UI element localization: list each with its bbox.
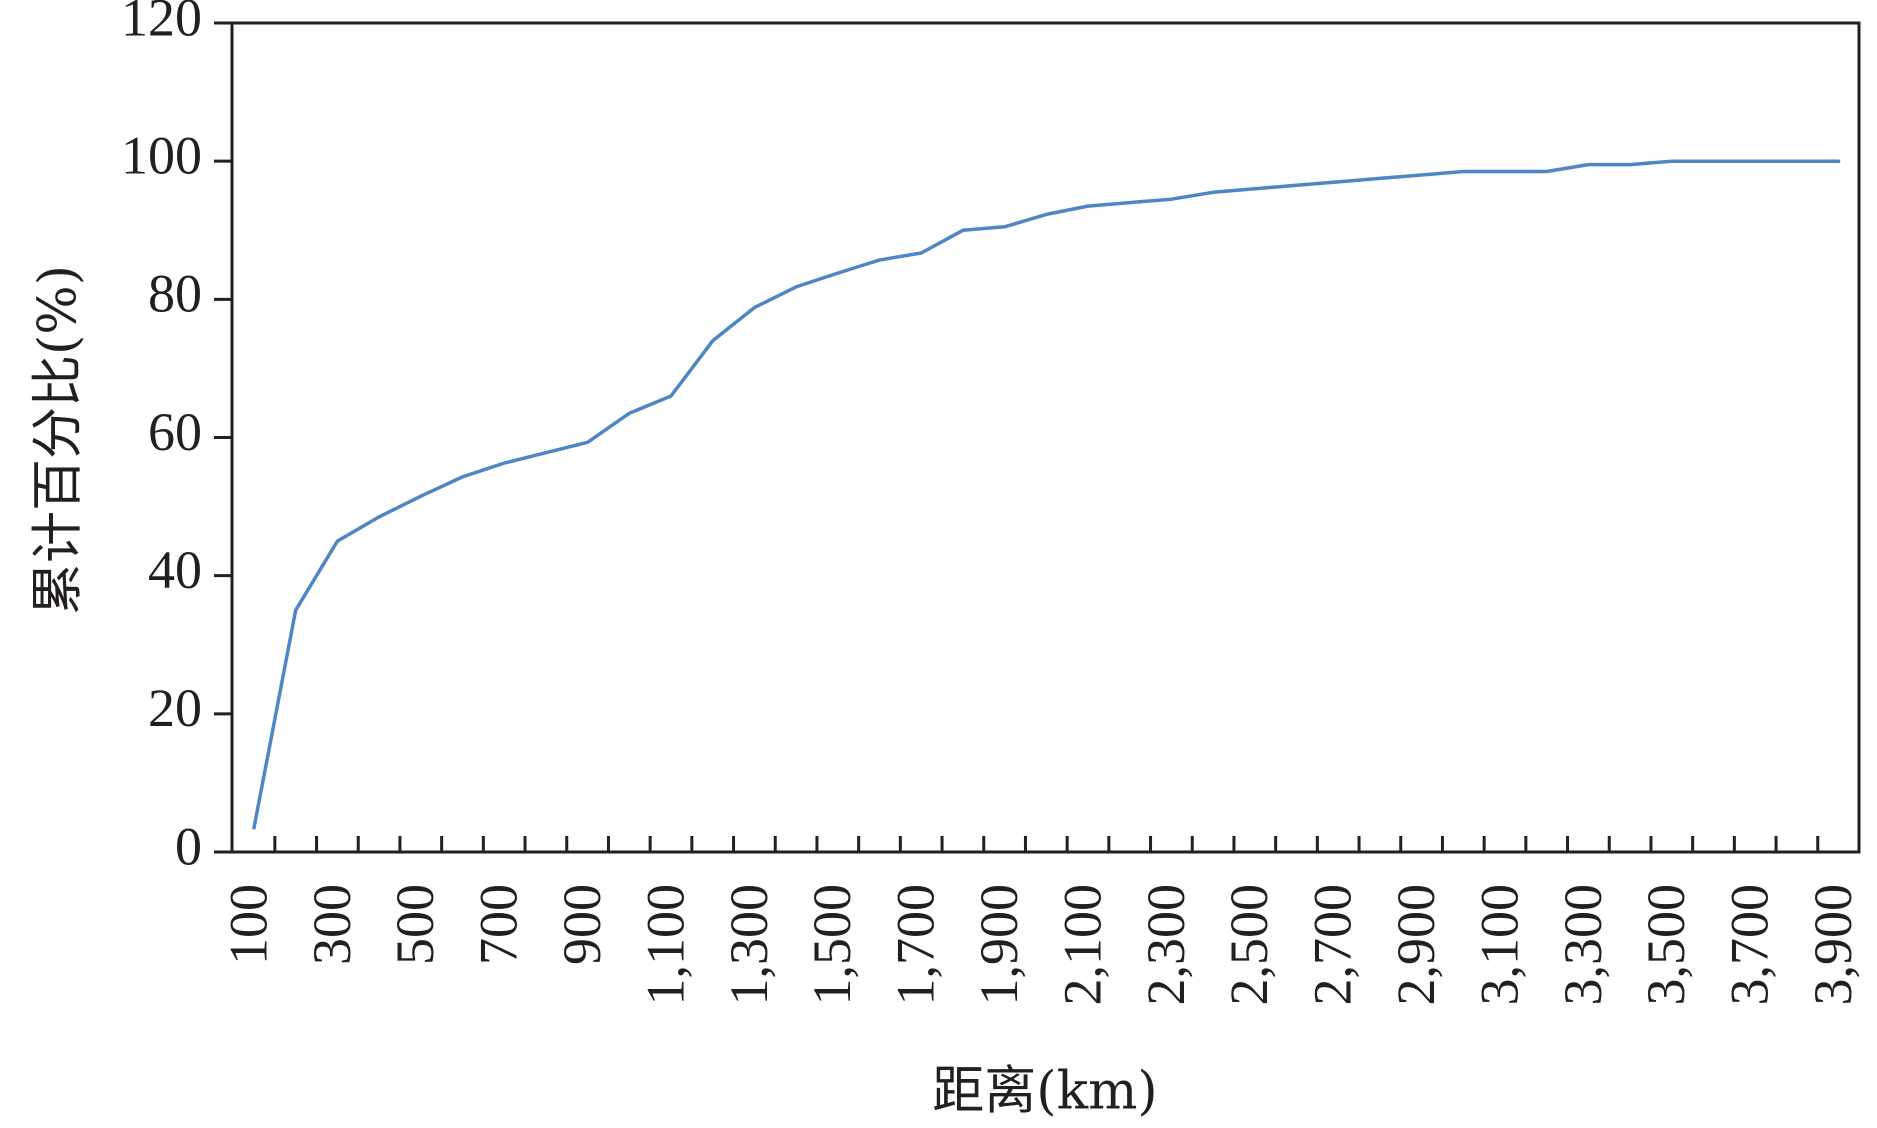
data-point [1295, 184, 1298, 187]
data-point [1045, 213, 1048, 216]
y-tick-label: 0 [175, 816, 202, 876]
x-tick-label: 1,300 [719, 884, 779, 1006]
data-point [1754, 160, 1756, 162]
x-tick-label: 300 [302, 884, 362, 965]
x-tick-label: 2,100 [1052, 884, 1112, 1006]
x-tick-label: 1,500 [802, 884, 862, 1006]
data-point [378, 516, 380, 518]
x-tick-label: 500 [385, 884, 445, 965]
x-tick-label: 2,700 [1303, 884, 1363, 1006]
y-axis-ticks [214, 21, 232, 854]
data-point [753, 306, 756, 309]
data-point [336, 540, 339, 542]
data-point [1087, 205, 1089, 207]
data-point [545, 451, 547, 454]
data-point [670, 395, 672, 397]
x-tick-label: 1,900 [969, 884, 1029, 1006]
data-point [461, 476, 464, 478]
x-tick-label: 1,700 [886, 884, 946, 1006]
x-tick-label: 2,500 [1219, 884, 1279, 1006]
y-tick-label: 80 [148, 264, 202, 324]
x-tick-label: 3,500 [1636, 884, 1696, 1006]
x-tick-label: 100 [218, 884, 278, 965]
y-tick-label: 120 [121, 0, 202, 47]
y-tick-label: 40 [148, 540, 202, 600]
x-tick-label: 3,300 [1553, 884, 1613, 1006]
data-point [1671, 160, 1673, 162]
data-point [878, 259, 881, 261]
data-point [628, 412, 631, 415]
data-point [1254, 188, 1256, 190]
data-point [1379, 177, 1381, 180]
data-point [586, 441, 589, 444]
data-point [1796, 160, 1798, 162]
y-axis-title: 累计百分比(%) [29, 265, 89, 615]
data-point [795, 286, 797, 288]
data-point [1504, 170, 1506, 173]
data-point [1420, 174, 1423, 176]
data-point [503, 462, 506, 464]
series-line [252, 159, 1841, 830]
data-point [711, 339, 714, 342]
y-tick-label: 60 [148, 402, 202, 462]
x-tick-label: 1,100 [635, 884, 695, 1006]
y-tick-label: 20 [148, 678, 202, 738]
x-tick-label: 900 [552, 884, 612, 965]
data-point [1712, 160, 1715, 162]
data-point [420, 495, 422, 498]
x-axis-ticks [273, 836, 1820, 852]
data-point [1003, 225, 1006, 228]
data-point [294, 609, 297, 612]
data-point [837, 272, 839, 274]
x-tick-label: 700 [469, 884, 529, 965]
y-axis-tick-labels: 0 20 40 60 80 100 120 [121, 0, 202, 876]
x-tick-label: 3,900 [1803, 884, 1863, 1006]
data-point [1170, 198, 1173, 200]
x-tick-label: 2,900 [1386, 884, 1446, 1006]
x-tick-label: 3,100 [1469, 884, 1529, 1006]
data-point [253, 827, 255, 829]
data-point [1629, 163, 1631, 166]
data-point [1587, 163, 1590, 166]
data-point [1128, 201, 1131, 204]
data-point [1337, 181, 1339, 183]
series-layer [252, 159, 1841, 830]
data-point [1462, 170, 1465, 173]
x-axis-title: 距离(km) [932, 1062, 1157, 1122]
data-point [920, 252, 922, 254]
x-tick-label: 2,300 [1136, 884, 1196, 1006]
data-point [1545, 170, 1548, 173]
plot-area-frame [230, 21, 1861, 854]
x-axis-tick-labels: 100 300 500 700 900 1,100 1,300 1,500 1,700 1,900… [218, 884, 1863, 1006]
data-point [962, 229, 964, 232]
y-tick-label: 100 [121, 126, 202, 186]
x-tick-label: 3,700 [1720, 884, 1780, 1006]
data-point [1837, 160, 1840, 162]
data-point [1212, 191, 1214, 194]
